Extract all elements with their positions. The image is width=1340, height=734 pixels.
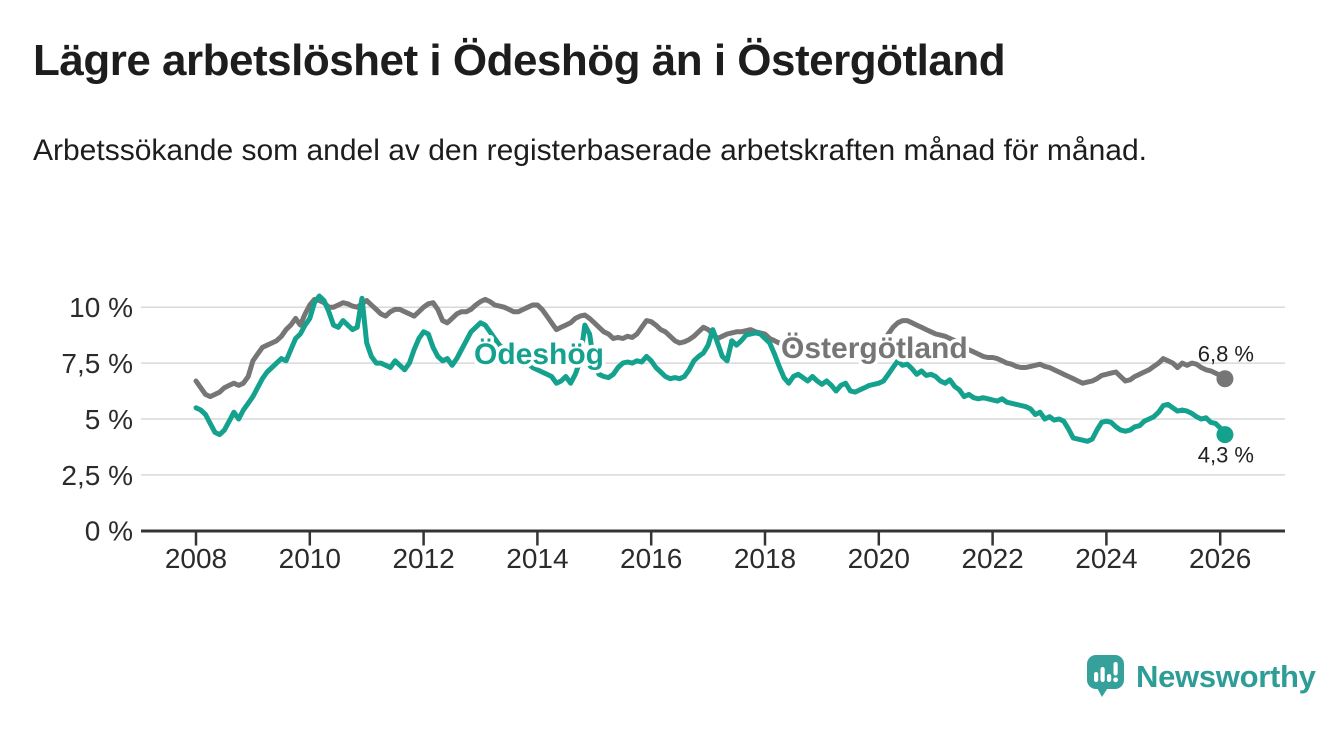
newsworthy-logo-icon: [1087, 655, 1124, 697]
x-axis-labels: 2008 2010 2012 2014 2016 2018 2020 2022 2024 2026: [165, 543, 1251, 574]
x-tick-label: 2022: [961, 543, 1023, 574]
chart-subtitle: Arbetssökande som andel av den registerb…: [33, 134, 1147, 167]
y-tick-label: 5 %: [85, 404, 133, 435]
y-tick-label: 2,5 %: [61, 460, 133, 491]
x-tick-label: 2012: [392, 543, 454, 574]
x-tick-label: 2016: [620, 543, 682, 574]
series-label-östergötland: Östergötland: [781, 332, 968, 365]
end-dots-and-labels: 6,8 % 4,3 %: [1198, 342, 1254, 468]
gridlines: [141, 306, 1285, 476]
x-tick-label: 2026: [1189, 543, 1251, 574]
y-tick-label: 7,5 %: [61, 348, 133, 379]
end-value-label-östergötland: 6,8 %: [1198, 342, 1254, 367]
end-dot-ödeshög: [1216, 426, 1234, 444]
x-tick-label: 2014: [506, 543, 568, 574]
end-dot-östergötland: [1216, 370, 1234, 388]
x-axis: [141, 529, 1285, 546]
x-tick-label: 2020: [848, 543, 910, 574]
y-tick-label: 0 %: [85, 516, 133, 547]
x-tick-label: 2018: [734, 543, 796, 574]
x-tick-label: 2010: [279, 543, 341, 574]
page-title: Lägre arbetslöshet i Ödeshög än i Österg…: [33, 36, 1006, 85]
series-label-ödeshög: Ödeshög: [474, 338, 604, 371]
newsworthy-logo: Newsworthy: [1086, 654, 1316, 700]
y-axis-labels: 0 % 2,5 % 5 % 7,5 % 10 %: [61, 292, 133, 547]
end-value-label-ödeshög: 4,3 %: [1198, 443, 1254, 468]
series-labels: Östergötland Ödeshög: [471, 329, 972, 375]
newsworthy-logo-text: Newsworthy: [1136, 659, 1316, 694]
x-tick-label: 2024: [1075, 543, 1137, 574]
y-tick-label: 10 %: [69, 292, 133, 323]
series-line-östergötland: [193, 296, 1228, 400]
x-tick-label: 2008: [165, 543, 227, 574]
series-lines: [193, 293, 1228, 444]
series-line-ödeshög: [193, 293, 1228, 444]
